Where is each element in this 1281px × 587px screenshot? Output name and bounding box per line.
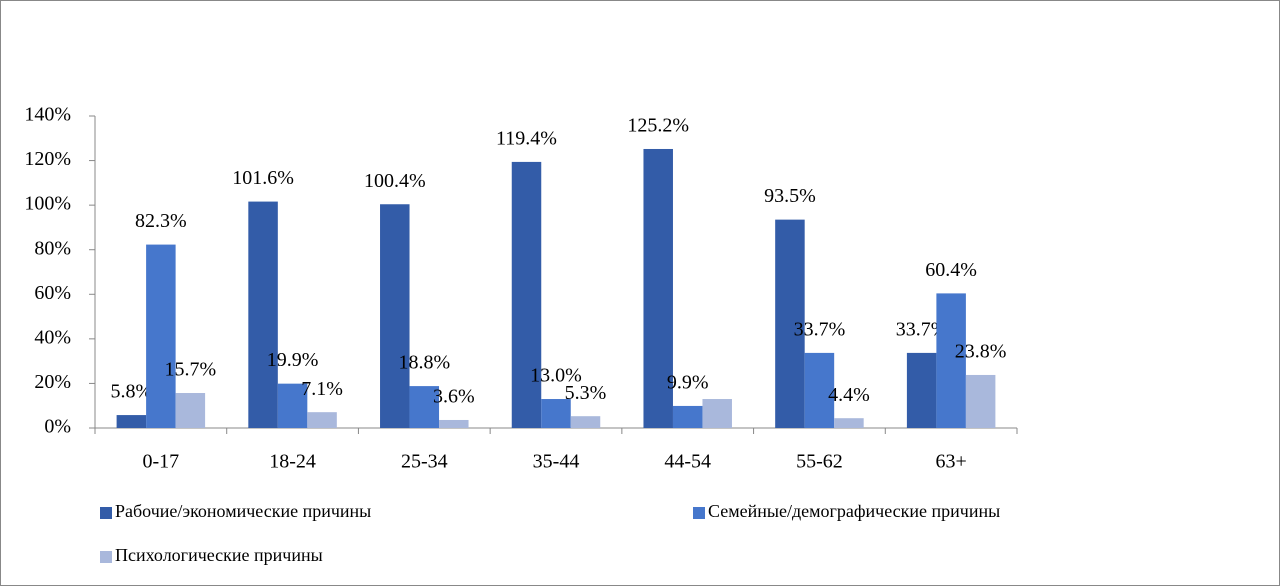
data-label: 33.7% — [896, 318, 948, 340]
y-tick-label: 80% — [34, 237, 71, 259]
data-label: 60.4% — [925, 259, 977, 281]
bar — [672, 405, 703, 428]
bar — [834, 418, 864, 428]
data-label: 100.4% — [364, 170, 426, 192]
y-tick-label: 20% — [34, 371, 71, 393]
data-label: 18.8% — [398, 352, 450, 374]
x-tick-label: 55-62 — [796, 451, 843, 473]
bar — [936, 293, 966, 428]
y-tick-label: 140% — [24, 104, 71, 126]
x-tick-label: 25-34 — [401, 451, 448, 473]
data-label: 7.1% — [301, 378, 343, 400]
bar — [248, 201, 278, 428]
data-label: 82.3% — [135, 210, 187, 232]
y-tick-label: 0% — [44, 416, 71, 438]
bar — [439, 419, 469, 428]
legend-label: Психологические причины — [115, 545, 323, 565]
x-tick-label: 18-24 — [269, 451, 316, 473]
legend-swatch — [100, 507, 112, 519]
bar — [277, 383, 308, 428]
data-label: 93.5% — [764, 185, 816, 207]
bar — [570, 416, 601, 428]
data-label: 33.7% — [794, 318, 846, 340]
y-tick-label: 120% — [24, 148, 71, 170]
data-label: 5.3% — [565, 382, 607, 404]
legend-label: Рабочие/экономические причины — [115, 501, 371, 521]
data-label: 9.9% — [667, 372, 709, 394]
data-label: 4.4% — [828, 384, 870, 406]
data-label: 101.6% — [232, 167, 294, 189]
data-label: 19.9% — [267, 349, 319, 371]
bar — [511, 161, 542, 428]
bar — [307, 412, 337, 428]
data-label: 5.8% — [111, 381, 153, 403]
bar — [643, 148, 673, 429]
y-tick-label: 60% — [34, 282, 71, 304]
bar — [906, 352, 937, 428]
bar — [804, 352, 835, 428]
y-tick-label: 100% — [24, 193, 71, 215]
x-tick-label: 63+ — [936, 451, 967, 473]
data-label: 119.4% — [496, 128, 557, 150]
y-tick-label: 40% — [34, 326, 71, 348]
legend-swatch — [100, 551, 112, 563]
legend-swatch — [693, 507, 705, 519]
bar — [146, 244, 176, 428]
x-tick-label: 44-54 — [664, 451, 711, 473]
data-label: 13.0% — [530, 365, 582, 387]
data-label: 3.6% — [433, 386, 475, 408]
bar — [775, 219, 805, 428]
data-label: 125.2% — [627, 115, 689, 137]
legend-label: Семейные/демографические причины — [708, 501, 1000, 521]
bar — [116, 415, 147, 428]
data-label: 15.7% — [165, 359, 217, 381]
x-tick-label: 0-17 — [143, 451, 180, 473]
bar — [702, 399, 732, 428]
bar — [965, 374, 996, 428]
bar — [380, 204, 410, 428]
bar — [175, 393, 206, 428]
bar — [541, 399, 571, 428]
data-label: 23.8% — [955, 341, 1007, 363]
x-tick-label: 35-44 — [533, 451, 580, 473]
bar — [409, 386, 440, 428]
